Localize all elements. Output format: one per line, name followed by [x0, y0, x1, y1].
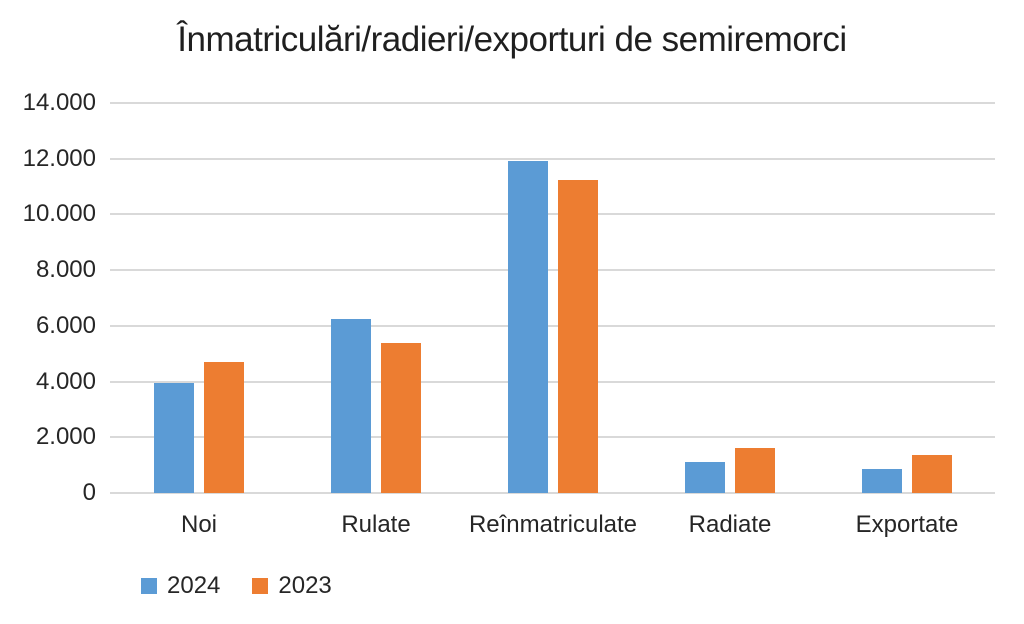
bar-2023-rulate — [381, 343, 421, 493]
legend-label-2023: 2023 — [278, 572, 332, 599]
bar-2023-exportate — [912, 455, 952, 493]
gridline-2.000 — [110, 436, 995, 439]
gridline-14.000 — [110, 102, 995, 104]
bar-2024-noi — [154, 383, 194, 493]
x-tick-label-radiate: Radiate — [688, 511, 772, 538]
chart-title: Înmatriculări/radieri/exporturi de semir… — [177, 20, 847, 59]
y-tick-label-10.000: 10.000 — [22, 200, 96, 228]
plot-area — [110, 102, 995, 494]
y-tick-label-12.000: 12.000 — [22, 144, 96, 172]
bar-2023-radiate — [735, 448, 775, 493]
legend-item-2023: 2023 — [252, 571, 332, 601]
y-axis: 0 2.000 4.000 6.000 8.000 10.000 12.000 14.000 — [0, 91, 96, 505]
bar-2024-rulate — [331, 319, 371, 493]
legend-item-2024: 2024 — [141, 571, 220, 601]
bar-2023-reinmatriculate — [558, 180, 598, 493]
gridline-8.000 — [110, 269, 995, 272]
y-tick-label-14.000: 14.000 — [22, 89, 96, 116]
y-tick-label-2.000: 2.000 — [35, 423, 96, 451]
legend-swatch-2023 — [252, 578, 269, 594]
gridline-12.000 — [110, 157, 995, 160]
x-tick-label-noi: Noi — [180, 511, 218, 538]
y-tick-label-6.000: 6.000 — [35, 311, 96, 339]
legend-swatch-2024 — [141, 578, 157, 594]
gridline-10.000 — [110, 213, 995, 216]
y-tick-label-4.000: 4.000 — [35, 367, 96, 395]
bar-2024-reinmatriculate — [508, 161, 548, 493]
legend-label-2024: 2024 — [167, 572, 221, 599]
bar-2023-noi — [204, 362, 244, 493]
x-tick-label-rulate: Rulate — [341, 511, 411, 538]
y-tick-label-8.000: 8.000 — [35, 256, 96, 284]
x-tick-label-reinmatriculate: Reînmatriculate — [468, 511, 638, 538]
bar-2024-exportate — [862, 469, 902, 493]
gridline-0 — [110, 492, 995, 494]
gridline-4.000 — [110, 380, 995, 383]
x-axis: Noi Rulate Reînmatriculate Radiate Exportate — [110, 511, 995, 543]
y-tick-label-0: 0 — [82, 479, 96, 506]
gridline-6.000 — [110, 324, 995, 327]
x-tick-label-exportate: Exportate — [855, 511, 959, 538]
legend: 2024 2023 — [141, 571, 332, 601]
bar-2024-radiate — [685, 462, 725, 493]
